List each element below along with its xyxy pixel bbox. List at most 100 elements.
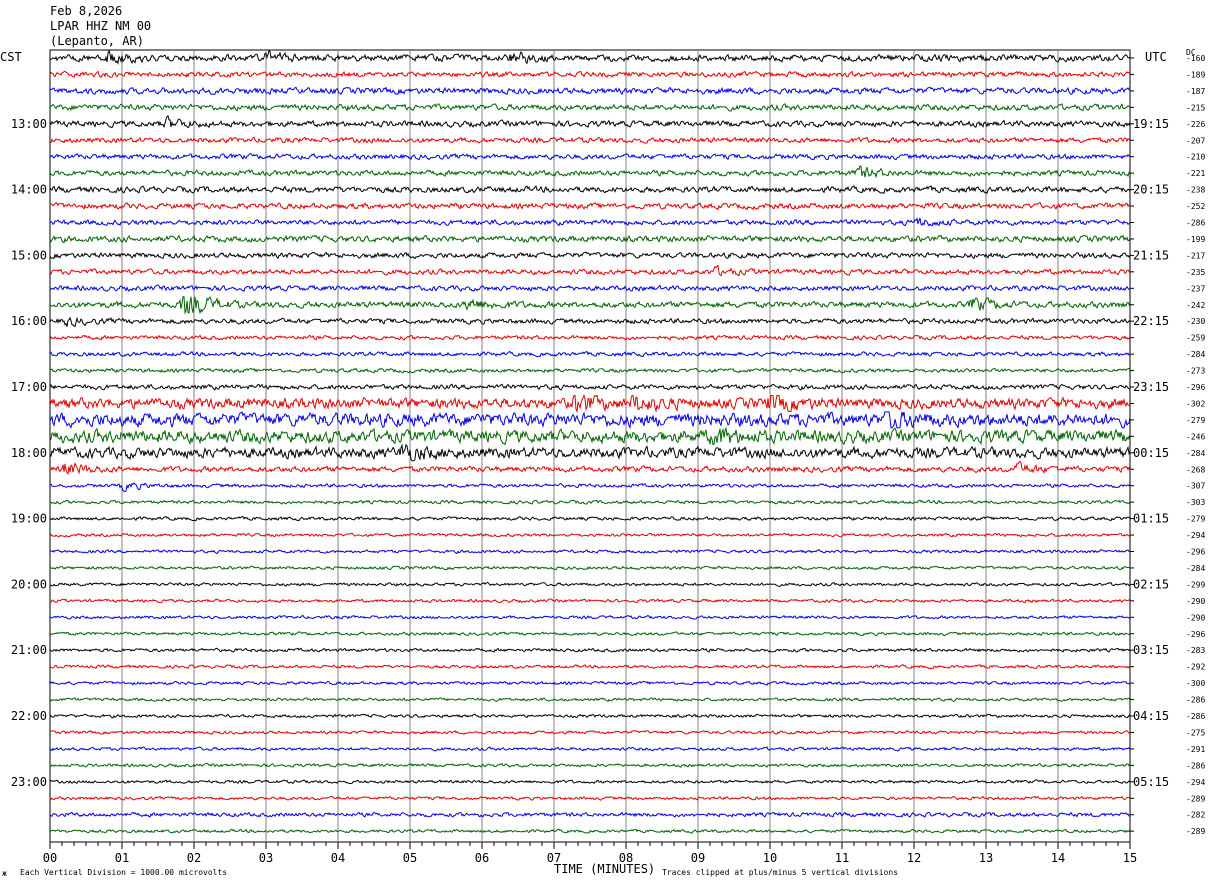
trace-line	[49, 316, 1131, 328]
x-tick-label: 04	[331, 851, 345, 865]
x-tick-label: 09	[691, 851, 705, 865]
cst-hour-label: 19:00	[11, 512, 47, 526]
trace-line	[49, 697, 1131, 703]
trace-line	[49, 582, 1131, 587]
trace-line	[49, 367, 1131, 374]
dc-offset-label: -286	[1186, 712, 1205, 721]
dc-offset-label: -294	[1186, 531, 1205, 540]
trace-line	[49, 136, 1131, 144]
trace-line	[49, 185, 1131, 194]
x-tick-label: 01	[115, 851, 129, 865]
dc-offset-label: -296	[1186, 630, 1205, 639]
trace-line	[49, 779, 1131, 785]
trace-line	[49, 114, 1131, 129]
trace-line	[49, 165, 1131, 179]
trace-line	[49, 383, 1131, 391]
x-tick-label: 13	[979, 851, 993, 865]
trace-line	[49, 201, 1131, 211]
trace-line	[49, 680, 1131, 686]
x-tick-label: 14	[1051, 851, 1065, 865]
trace-line	[49, 411, 1131, 430]
dc-offset-label: -286	[1186, 219, 1205, 228]
header-location: (Lepanto, AR)	[50, 34, 144, 48]
dc-offset-label: -284	[1186, 449, 1205, 458]
dc-offset-label: -283	[1186, 646, 1205, 655]
dc-offset-label: -242	[1186, 301, 1205, 310]
trace-line	[49, 795, 1131, 801]
logo-mark: ж	[2, 869, 7, 878]
x-tick-label: 10	[763, 851, 777, 865]
utc-hour-label: 02:15	[1133, 577, 1169, 591]
trace-line	[49, 284, 1131, 293]
dc-offset-label: -230	[1186, 317, 1205, 326]
left-timezone-label: CST	[0, 50, 22, 64]
dc-offset-label: -235	[1186, 268, 1205, 277]
utc-hour-label: 05:15	[1133, 775, 1169, 789]
dc-offset-label: -296	[1186, 548, 1205, 557]
trace-line	[49, 482, 1131, 493]
trace-line	[49, 730, 1131, 735]
dc-offset-label: -307	[1186, 482, 1205, 491]
dc-offset-label: -290	[1186, 613, 1205, 622]
x-tick-label: 07	[547, 851, 561, 865]
dc-offset-label: -294	[1186, 778, 1205, 787]
trace-line	[49, 334, 1131, 341]
utc-hour-label: 00:15	[1133, 446, 1169, 460]
trace-line	[49, 631, 1131, 637]
trace-line	[49, 515, 1131, 522]
trace-line	[49, 614, 1131, 620]
x-tick-label: 08	[619, 851, 633, 865]
trace-line	[49, 549, 1131, 554]
cst-hour-label: 16:00	[11, 314, 47, 328]
trace-line	[49, 647, 1131, 653]
trace-line	[49, 426, 1131, 446]
x-tick-label: 12	[907, 851, 921, 865]
dc-offset-label: -289	[1186, 794, 1205, 803]
dc-offset-label: -238	[1186, 186, 1205, 195]
trace-line	[49, 664, 1131, 670]
dc-offset-label: -279	[1186, 416, 1205, 425]
dc-offset-label: -217	[1186, 251, 1205, 260]
dc-offset-label: -292	[1186, 663, 1205, 672]
utc-hour-label: 22:15	[1133, 314, 1169, 328]
x-tick-label: 05	[403, 851, 417, 865]
trace-line	[49, 746, 1131, 752]
trace-line	[49, 251, 1131, 260]
dc-offset-label: -286	[1186, 696, 1205, 705]
cst-hour-label: 13:00	[11, 117, 47, 131]
dc-offset-label: -279	[1186, 515, 1205, 524]
dc-offset-label: -215	[1186, 103, 1205, 112]
x-tick-label: 03	[259, 851, 273, 865]
trace-line	[49, 153, 1131, 161]
dc-offset-header: DC	[1186, 48, 1196, 57]
dc-offset-label: -189	[1186, 70, 1205, 79]
axis-labels: 00 01 02 03 04 05 06 07 08 09 10 11 12 13 14 15 -160 -189…	[11, 54, 1206, 865]
dc-offset-label: -268	[1186, 465, 1205, 474]
x-tick-label: 15	[1123, 851, 1137, 865]
trace-line	[49, 811, 1131, 818]
trace-line	[49, 70, 1131, 79]
x-tick-label: 02	[187, 851, 201, 865]
dc-offset-label: -210	[1186, 153, 1205, 162]
utc-hour-label: 20:15	[1133, 183, 1169, 197]
trace-line	[49, 598, 1131, 604]
trace-line	[49, 443, 1131, 462]
x-tick-label: 06	[475, 851, 489, 865]
right-timezone-label: UTC	[1145, 50, 1167, 64]
trace-line	[49, 393, 1131, 414]
dc-offset-label: -290	[1186, 597, 1205, 606]
cst-hour-label: 18:00	[11, 446, 47, 460]
dc-offset-label: -302	[1186, 399, 1205, 408]
utc-hour-label: 04:15	[1133, 709, 1169, 723]
trace-line	[49, 49, 1131, 66]
cst-hour-label: 23:00	[11, 775, 47, 789]
dc-offset-label: -303	[1186, 498, 1205, 507]
dc-offset-label: -246	[1186, 432, 1205, 441]
trace-line	[49, 86, 1131, 96]
dc-offset-label: -160	[1186, 54, 1205, 63]
dc-offset-label: -252	[1186, 202, 1205, 211]
utc-hour-label: 23:15	[1133, 380, 1169, 394]
dc-offset-label: -284	[1186, 350, 1205, 359]
dc-offset-label: -199	[1186, 235, 1205, 244]
